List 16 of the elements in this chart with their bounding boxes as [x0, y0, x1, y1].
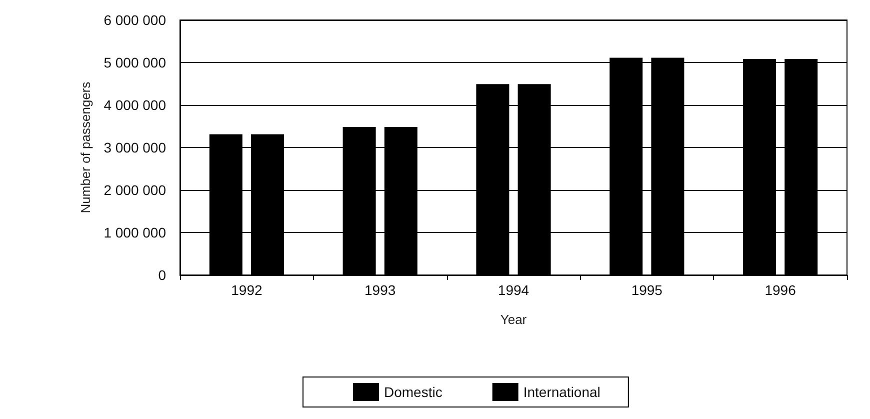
y-axis-title: Number of passengers	[78, 81, 93, 214]
legend-label: International	[523, 384, 600, 400]
x-tick-label: 1993	[364, 282, 396, 298]
x-tick-label: 1995	[631, 282, 663, 298]
x-tick-label: 1992	[231, 282, 262, 298]
x-tick-label: 1994	[498, 282, 530, 298]
legend-label: Domestic	[384, 384, 442, 400]
y-tick-label: 4 000 000	[104, 97, 166, 113]
y-tick-label: 0	[158, 267, 166, 283]
y-tick-label: 1 000 000	[104, 224, 166, 240]
y-tick-label: 5 000 000	[104, 54, 166, 70]
y-tick-label: 2 000 000	[104, 182, 166, 198]
y-tick-label: 3 000 000	[104, 140, 166, 156]
x-tick-label: 1996	[764, 282, 796, 298]
y-tick-label: 6 000 000	[104, 12, 166, 28]
x-axis-title: Year	[500, 312, 528, 327]
